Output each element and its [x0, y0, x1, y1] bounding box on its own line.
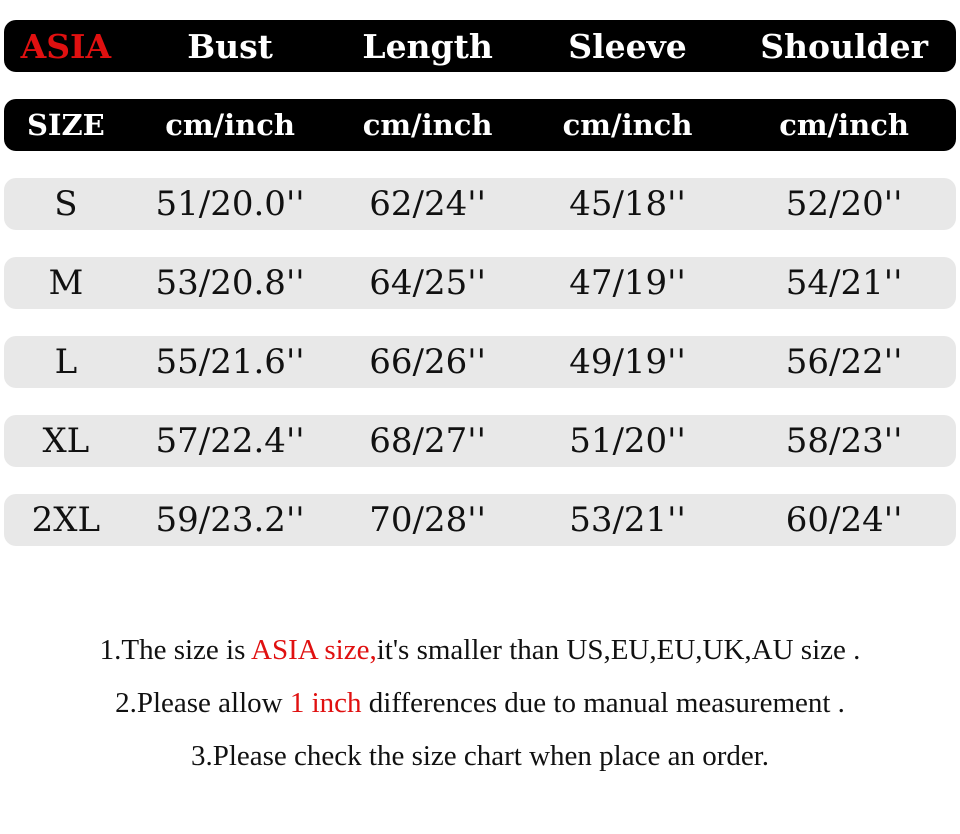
unit-label-shoulder: cm/inch — [779, 107, 909, 142]
size-cell: M — [48, 263, 84, 303]
note-2-text: 2.Please allow — [115, 687, 290, 719]
size-cell: XL — [42, 421, 90, 461]
length-cell: 62/24'' — [369, 184, 486, 224]
col-header-shoulder: Shoulder — [760, 26, 929, 66]
col-header-length: Length — [362, 26, 493, 66]
length-cell: 68/27'' — [369, 421, 486, 461]
shoulder-cell: 60/24'' — [785, 500, 903, 540]
shoulder-cell: 52/20'' — [785, 184, 903, 224]
sleeve-cell: 45/18'' — [569, 184, 686, 224]
col-header-bust: Bust — [187, 26, 273, 66]
region-label: ASIA — [20, 26, 112, 66]
unit-label-bust: cm/inch — [165, 107, 295, 142]
bust-cell: 57/22.4'' — [155, 421, 305, 461]
size-column-label: SIZE — [26, 107, 105, 142]
shoulder-cell: 56/22'' — [785, 342, 903, 382]
size-row-2xl: 2XL 59/23.2'' 70/28'' 53/21'' 60/24'' — [4, 494, 956, 546]
size-cell: 2XL — [31, 500, 101, 540]
sleeve-cell: 53/21'' — [569, 500, 686, 540]
note-2-highlight: 1 inch — [289, 687, 362, 719]
note-3-text: 3.Please check the size chart when place… — [190, 740, 770, 772]
shoulder-cell: 54/21'' — [785, 263, 903, 303]
size-chart: ASIA Bust Length Sleeve Shoulder SIZE cm… — [0, 20, 960, 771]
note-1-text-end: it's smaller than US,EU,EU,UK,AU size . — [376, 634, 861, 666]
size-row-xl: XL 57/22.4'' 68/27'' 51/20'' 58/23'' — [4, 415, 956, 467]
note-1-highlight: ASIA size, — [251, 634, 377, 666]
note-2-text-end: differences due to manual measurement . — [361, 687, 845, 719]
length-cell: 64/25'' — [369, 263, 486, 303]
size-row-l: L 55/21.6'' 66/26'' 49/19'' 56/22'' — [4, 336, 956, 388]
bust-cell: 59/23.2'' — [155, 500, 305, 540]
unit-label-length: cm/inch — [362, 107, 493, 142]
bust-cell: 55/21.6'' — [155, 342, 305, 382]
unit-label-sleeve: cm/inch — [562, 107, 693, 142]
size-row-s: S 51/20.0'' 62/24'' 45/18'' 52/20'' — [4, 178, 956, 230]
sleeve-cell: 47/19'' — [569, 263, 686, 303]
bust-cell: 51/20.0'' — [155, 184, 305, 224]
note-2: 2.Please allow 1 inch differences due to… — [0, 689, 960, 718]
size-cell: L — [54, 342, 78, 382]
size-chart-header-row: ASIA Bust Length Sleeve Shoulder — [4, 20, 956, 72]
size-row-m: M 53/20.8'' 64/25'' 47/19'' 54/21'' — [4, 257, 956, 309]
bust-cell: 53/20.8'' — [155, 263, 305, 303]
length-cell: 66/26'' — [369, 342, 486, 382]
length-cell: 70/28'' — [369, 500, 486, 540]
note-1: 1.The size is ASIA size,it's smaller tha… — [0, 636, 960, 665]
note-3: 3.Please check the size chart when place… — [0, 742, 960, 771]
note-1-text: 1.The size is — [99, 634, 252, 666]
col-header-sleeve: Sleeve — [568, 26, 687, 66]
size-chart-unit-row: SIZE cm/inch cm/inch cm/inch cm/inch — [4, 99, 956, 151]
size-notes: 1.The size is ASIA size,it's smaller tha… — [0, 636, 960, 771]
sleeve-cell: 49/19'' — [569, 342, 686, 382]
shoulder-cell: 58/23'' — [785, 421, 903, 461]
size-cell: S — [54, 184, 78, 224]
sleeve-cell: 51/20'' — [569, 421, 686, 461]
